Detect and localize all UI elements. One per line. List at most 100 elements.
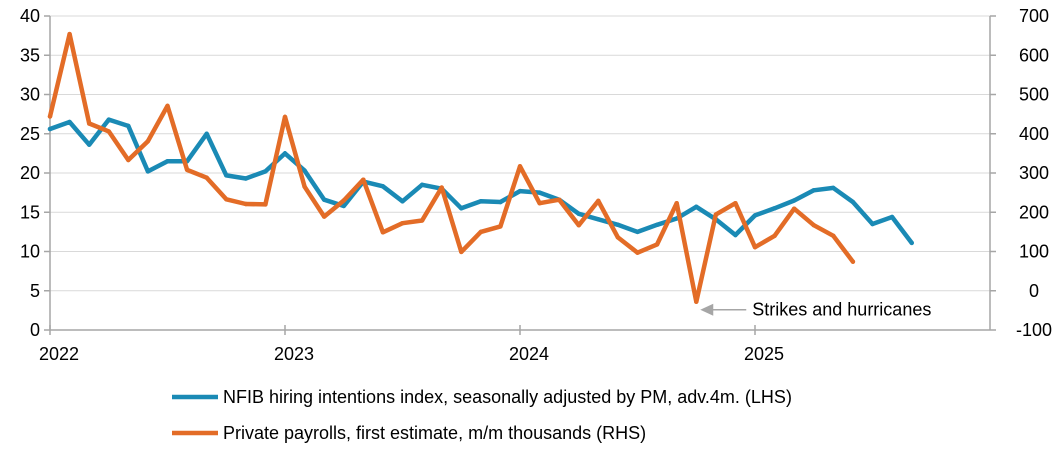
left-tick-label: 40 xyxy=(20,6,40,26)
data-point xyxy=(498,199,503,205)
data-point xyxy=(850,259,856,264)
left-tick-label: 10 xyxy=(20,242,40,262)
data-point xyxy=(459,249,464,255)
data-point xyxy=(694,299,699,304)
right-tick-label: 600 xyxy=(1019,45,1049,65)
data-point xyxy=(831,185,836,191)
data-point xyxy=(400,199,405,204)
data-point xyxy=(654,222,660,228)
axes: 0510152025303540-10001002003004005006007… xyxy=(20,6,1052,364)
data-point xyxy=(556,197,562,202)
x-tick-label: 2024 xyxy=(509,344,549,364)
right-tick-label: 500 xyxy=(1019,85,1049,105)
data-point xyxy=(106,117,111,122)
data-point xyxy=(733,232,738,238)
data-point xyxy=(576,211,581,217)
data-point xyxy=(341,198,346,203)
data-point xyxy=(909,240,914,246)
data-point xyxy=(67,31,72,37)
data-point xyxy=(498,224,503,229)
data-point xyxy=(517,188,523,194)
right-tick-label: 100 xyxy=(1019,242,1049,262)
data-point xyxy=(752,244,758,250)
data-point xyxy=(537,201,542,206)
data-point xyxy=(772,233,777,238)
data-point xyxy=(478,229,484,235)
data-point xyxy=(263,169,268,174)
data-point xyxy=(145,139,151,144)
data-point xyxy=(791,206,797,211)
data-point xyxy=(576,223,581,228)
data-point xyxy=(341,203,346,209)
data-point xyxy=(811,223,816,228)
left-tick-label: 0 xyxy=(30,320,40,340)
data-point xyxy=(86,121,92,126)
data-point xyxy=(517,164,523,169)
left-tick-label: 5 xyxy=(30,281,40,301)
data-point xyxy=(870,221,875,227)
data-point xyxy=(596,198,601,204)
data-point xyxy=(243,176,249,181)
data-point xyxy=(772,206,777,211)
annotation-arrowhead xyxy=(700,303,714,316)
data-point xyxy=(321,214,327,219)
left-tick-label: 20 xyxy=(20,163,40,183)
x-tick-label: 2022 xyxy=(39,344,79,364)
right-tick-label: 0 xyxy=(1029,281,1039,301)
annotation-label: Strikes and hurricanes xyxy=(752,300,931,320)
data-point xyxy=(165,159,170,164)
data-point xyxy=(419,218,425,223)
data-point xyxy=(596,217,601,222)
data-point xyxy=(713,212,719,217)
data-point xyxy=(615,222,621,228)
data-point xyxy=(302,184,307,189)
data-point xyxy=(243,201,249,207)
series-lines xyxy=(47,31,914,304)
data-point xyxy=(47,114,53,119)
data-point xyxy=(126,157,131,163)
data-point xyxy=(459,206,464,211)
data-point xyxy=(224,173,229,178)
data-point xyxy=(302,168,307,173)
data-point xyxy=(380,230,386,235)
right-tick-label: 400 xyxy=(1019,124,1049,144)
data-point xyxy=(321,197,327,202)
data-point xyxy=(752,213,758,218)
data-point xyxy=(831,233,836,238)
legend-label: Private payrolls, first estimate, m/m th… xyxy=(223,423,646,443)
data-point xyxy=(674,201,679,206)
data-point xyxy=(635,250,640,255)
data-point xyxy=(282,151,288,156)
legend: NFIB hiring intentions index, seasonally… xyxy=(172,387,792,443)
data-point xyxy=(86,142,92,147)
data-point xyxy=(204,175,209,180)
data-point xyxy=(733,201,738,206)
data-point xyxy=(811,188,816,193)
data-point xyxy=(361,177,366,182)
data-point xyxy=(224,197,229,202)
data-point xyxy=(47,126,53,132)
data-point xyxy=(204,131,209,136)
left-tick-label: 15 xyxy=(20,202,40,222)
right-tick-label: 300 xyxy=(1019,163,1049,183)
data-point xyxy=(184,167,190,173)
right-tick-label: -100 xyxy=(1016,320,1052,340)
left-tick-label: 25 xyxy=(20,124,40,144)
data-point xyxy=(67,119,72,125)
data-point xyxy=(145,169,151,174)
data-point xyxy=(419,182,425,187)
data-point xyxy=(400,221,405,226)
data-point xyxy=(439,185,444,190)
data-point xyxy=(282,114,288,120)
data-point xyxy=(850,199,856,205)
x-tick-label: 2025 xyxy=(744,344,784,364)
series-line-payrolls xyxy=(47,31,856,304)
data-point xyxy=(694,204,699,209)
data-point xyxy=(654,242,660,247)
data-point xyxy=(889,214,895,220)
data-point xyxy=(478,199,484,204)
left-tick-label: 30 xyxy=(20,85,40,105)
data-point xyxy=(263,202,268,207)
data-point xyxy=(537,190,542,195)
